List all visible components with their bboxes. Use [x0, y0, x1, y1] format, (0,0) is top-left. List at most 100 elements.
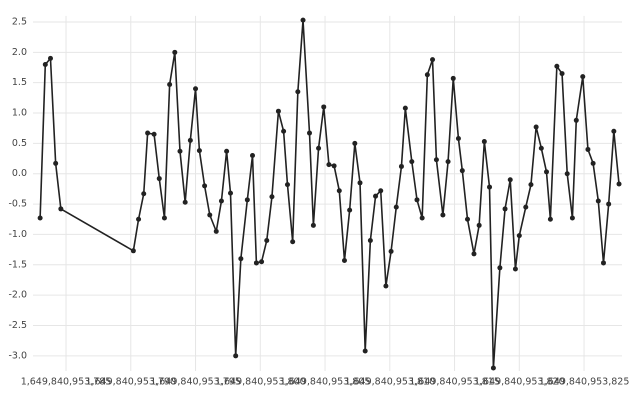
data-point [336, 188, 342, 194]
data-point [464, 216, 470, 222]
data-point [523, 204, 529, 210]
y-tick-label: 2.0 [12, 47, 27, 58]
data-point [213, 228, 219, 234]
data-point [573, 117, 579, 123]
data-point [316, 145, 322, 151]
x-tick-label: 1,649,840,953,820 [474, 377, 565, 388]
data-point [487, 184, 493, 190]
data-point [47, 55, 53, 61]
data-point [507, 177, 513, 183]
data-point [543, 169, 549, 175]
y-tick-label: 0.5 [12, 138, 27, 149]
data-point [388, 248, 394, 254]
data-point [352, 140, 358, 146]
data-point [172, 49, 178, 55]
data-point [233, 353, 239, 359]
data-point [450, 75, 456, 81]
x-tick-label: 1,649,840,953,785 [21, 377, 112, 388]
data-point [275, 108, 281, 114]
data-point [141, 191, 147, 197]
data-point [196, 148, 202, 154]
x-tick-label: 1,649,840,953,825 [539, 377, 630, 388]
data-line [39, 19, 620, 369]
data-point [202, 183, 208, 189]
y-tick-label: 1.0 [12, 108, 27, 119]
data-point [600, 260, 606, 266]
y-tick-label: -0.5 [8, 199, 27, 210]
data-point [383, 283, 389, 289]
data-point [393, 204, 399, 210]
x-tick-label: 1,649,840,953,800 [215, 377, 306, 388]
data-point [419, 215, 425, 221]
data-point [445, 159, 451, 165]
data-point [161, 215, 167, 221]
data-point [409, 159, 415, 165]
y-tick-label: 2.5 [12, 16, 27, 27]
data-point [253, 260, 259, 266]
x-tick-label: 1,649,840,953,805 [280, 377, 371, 388]
data-point [402, 105, 408, 111]
data-point [187, 137, 193, 143]
data-point [554, 63, 560, 69]
data-point [590, 160, 596, 166]
y-tick-label: 1.5 [12, 77, 27, 88]
data-point [130, 248, 136, 254]
data-point [497, 265, 503, 271]
data-point [300, 17, 306, 23]
data-point [595, 198, 601, 204]
data-point [414, 197, 420, 203]
data-point [167, 81, 173, 87]
data-point [516, 233, 522, 239]
data-point [580, 74, 586, 80]
data-point [238, 256, 244, 262]
data-point [250, 153, 256, 159]
data-point [224, 148, 230, 154]
data-point [244, 197, 250, 203]
y-tick-label: -2.5 [8, 320, 27, 331]
data-point [207, 212, 213, 218]
data-point [306, 130, 312, 136]
data-point [367, 237, 373, 243]
data-point [455, 136, 461, 142]
data-point [512, 266, 518, 272]
data-point [357, 180, 363, 186]
data-point [177, 148, 183, 154]
x-tick-label: 1,649,840,953,790 [85, 377, 176, 388]
data-point [156, 176, 162, 182]
data-point [284, 182, 290, 188]
data-point [569, 215, 575, 221]
data-point [321, 104, 327, 110]
data-point [218, 198, 224, 204]
data-point [310, 222, 316, 228]
data-point [362, 348, 368, 354]
data-point [151, 131, 157, 137]
data-point [585, 146, 591, 152]
data-point [606, 201, 612, 207]
data-point [616, 181, 622, 187]
y-tick-label: -2.0 [8, 290, 27, 301]
data-point [331, 163, 337, 169]
data-point [564, 171, 570, 177]
data-point [290, 239, 296, 245]
x-tick-label: 1,649,840,953,815 [409, 377, 500, 388]
data-point [227, 190, 233, 196]
data-point [440, 212, 446, 218]
data-point [37, 215, 43, 221]
data-point [459, 168, 465, 174]
y-tick-label: -1.5 [8, 259, 27, 270]
x-tick-label: 1,649,840,953,810 [344, 377, 435, 388]
y-tick-label: -3.0 [8, 350, 27, 361]
data-point [490, 365, 496, 371]
y-tick-label: -1.0 [8, 229, 27, 240]
data-point [502, 206, 508, 212]
data-point [424, 72, 430, 78]
data-point [264, 237, 270, 243]
data-point [476, 222, 482, 228]
data-point [259, 259, 265, 265]
data-point [53, 160, 59, 166]
data-point [378, 188, 384, 194]
data-point [528, 182, 534, 188]
data-point [269, 194, 275, 200]
data-point [533, 124, 539, 130]
